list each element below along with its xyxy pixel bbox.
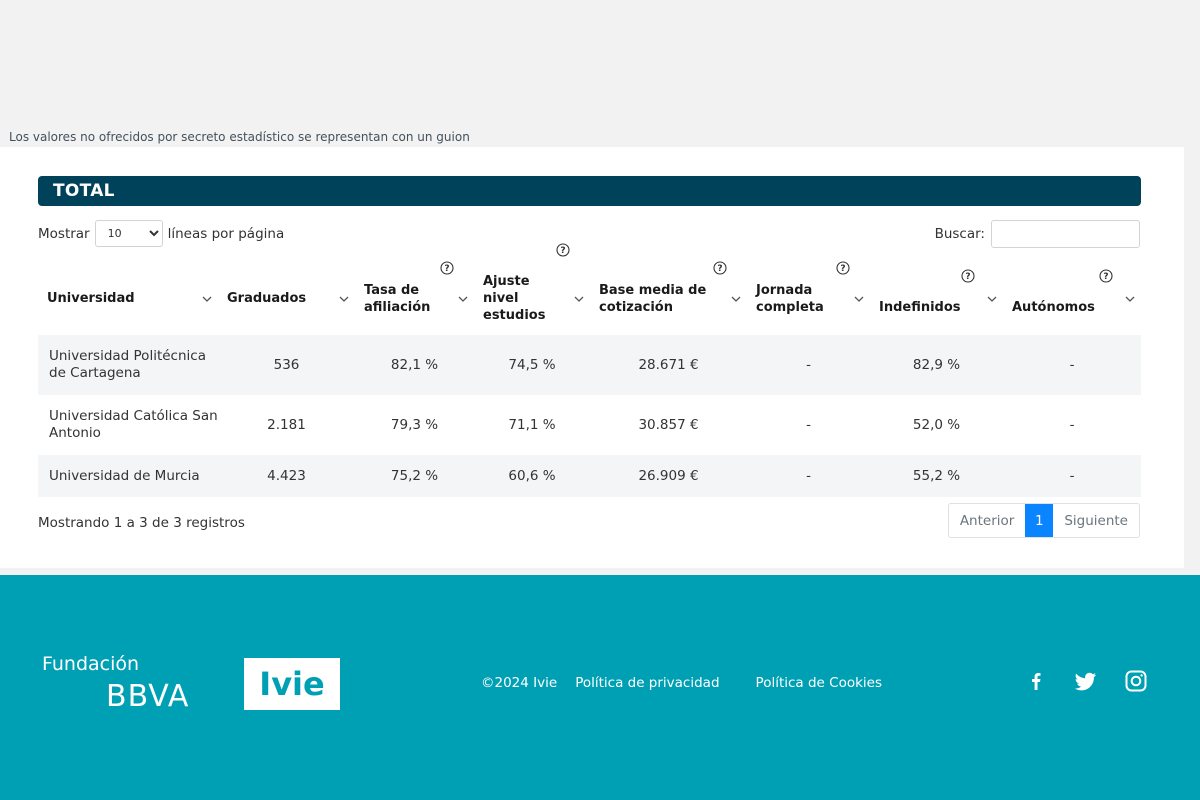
cell-jornada-completa: -	[806, 417, 811, 433]
cell-universidad: Universidad Católica San Antonio	[49, 408, 218, 441]
chevron-down-icon	[574, 296, 584, 302]
header-label: Autónomos	[1012, 300, 1095, 315]
help-icon[interactable]: ?	[1099, 269, 1113, 283]
chevron-down-icon	[1125, 296, 1135, 302]
help-icon[interactable]: ?	[556, 243, 570, 257]
help-icon[interactable]: ?	[713, 260, 727, 275]
section-title: TOTAL	[38, 176, 1141, 206]
cell-jornada-completa: -	[806, 468, 811, 484]
instagram-icon[interactable]	[1124, 669, 1148, 693]
results-card: TOTAL Mostrar 10 líneas por página Busca…	[0, 147, 1184, 568]
header-label: Graduados	[227, 291, 307, 306]
search-input[interactable]	[991, 220, 1140, 248]
cell-indefinidos: 52,0 %	[912, 417, 961, 433]
header-jornada-completa[interactable]: ? Jornada completa	[747, 260, 870, 335]
help-icon[interactable]: ?	[836, 260, 850, 275]
cell-graduados: 2.181	[267, 417, 306, 433]
table-row: Universidad Politécnica de Cartagena 536…	[38, 335, 1141, 395]
svg-text:?: ?	[1103, 272, 1108, 282]
cell-tasa-afiliacion: 79,3 %	[390, 417, 439, 433]
copyright-link[interactable]: ©2024 Ivie	[481, 675, 558, 691]
cell-base-media: 30.857 €	[638, 417, 699, 433]
length-suffix-label: líneas por página	[167, 225, 285, 242]
svg-text:?: ?	[717, 264, 722, 274]
cell-graduados: 536	[273, 357, 300, 373]
header-universidad[interactable]: Universidad	[38, 262, 218, 335]
length-prefix-label: Mostrar	[38, 225, 90, 242]
cookies-policy-link[interactable]: Política de Cookies	[755, 675, 883, 691]
cell-ajuste-nivel: 60,6 %	[508, 468, 556, 484]
cell-indefinidos: 55,2 %	[912, 468, 961, 484]
chevron-down-icon	[987, 296, 997, 302]
cell-base-media: 26.909 €	[638, 468, 699, 484]
twitter-icon[interactable]	[1074, 669, 1098, 693]
cell-universidad: Universidad Politécnica de Cartagena	[49, 348, 206, 381]
cell-tasa-afiliacion: 82,1 %	[390, 357, 439, 373]
header-graduados[interactable]: Graduados	[218, 262, 355, 335]
header-label: Base media de cotización	[599, 282, 707, 315]
table-header-row: Universidad Graduados ? Tasa de afiliaci…	[38, 243, 1141, 335]
site-footer: Fundación BBVA Ivie ©2024 Ivie Política …	[0, 575, 1200, 800]
cell-autonomos: -	[1069, 468, 1075, 484]
search-control: Buscar:	[935, 220, 1140, 248]
header-label: Tasa de afiliación	[364, 282, 431, 315]
footer-links: ©2024 Ivie Política de privacidad Políti…	[481, 675, 900, 691]
pagination: Anterior 1 Siguiente	[947, 503, 1140, 538]
svg-text:?: ?	[560, 246, 565, 256]
statistical-secrecy-note: Los valores no ofrecidos por secreto est…	[9, 130, 470, 144]
header-label: Indefinidos	[879, 300, 961, 315]
page-1-button[interactable]: 1	[1025, 504, 1054, 537]
page-length-control: Mostrar 10 líneas por página	[38, 220, 284, 247]
help-icon[interactable]: ?	[961, 269, 975, 283]
table-row: Universidad Católica San Antonio 2.181 7…	[38, 395, 1141, 455]
cell-autonomos: -	[1069, 417, 1075, 433]
table-info: Mostrando 1 a 3 de 3 registros	[38, 515, 245, 531]
cell-ajuste-nivel: 74,5 %	[508, 357, 556, 373]
page-length-select[interactable]: 10	[94, 220, 163, 247]
header-indefinidos[interactable]: ? Indefinidos	[870, 262, 1003, 335]
cell-graduados: 4.423	[267, 468, 306, 484]
cell-indefinidos: 82,9 %	[912, 357, 961, 373]
privacy-policy-link[interactable]: Política de privacidad	[575, 675, 720, 691]
chevron-down-icon	[731, 296, 741, 302]
chevron-down-icon	[854, 296, 864, 302]
cell-jornada-completa: -	[806, 357, 811, 373]
cell-universidad: Universidad de Murcia	[49, 467, 200, 484]
chevron-down-icon	[202, 296, 212, 302]
header-autonomos[interactable]: ? Autónomos	[1003, 262, 1141, 335]
svg-text:?: ?	[840, 264, 845, 274]
ivie-logo[interactable]: Ivie	[244, 658, 340, 710]
chevron-down-icon	[458, 296, 468, 302]
help-icon[interactable]: ?	[440, 260, 454, 275]
header-base-media-cotizacion[interactable]: ? Base media de cotización	[590, 260, 747, 335]
cell-autonomos: -	[1069, 357, 1075, 373]
svg-text:?: ?	[965, 272, 970, 282]
bbva-logo-text[interactable]: BBVA	[106, 679, 190, 714]
results-table: Universidad Graduados ? Tasa de afiliaci…	[38, 243, 1141, 497]
facebook-icon[interactable]	[1024, 669, 1048, 693]
search-label: Buscar:	[934, 226, 985, 242]
chevron-down-icon	[339, 296, 349, 302]
fundacion-bbva-logo-text[interactable]: Fundación	[42, 653, 140, 675]
cell-ajuste-nivel: 71,1 %	[508, 417, 556, 433]
cell-tasa-afiliacion: 75,2 %	[390, 468, 439, 484]
header-label: Jornada completa	[756, 282, 824, 315]
next-page-button[interactable]: Siguiente	[1064, 512, 1128, 529]
cell-base-media: 28.671 €	[638, 357, 699, 373]
header-label: Universidad	[47, 291, 135, 306]
header-ajuste-nivel-estudios[interactable]: ? Ajuste nivel estudios	[474, 243, 590, 335]
header-label: Ajuste nivel estudios	[483, 274, 546, 323]
previous-page-button[interactable]: Anterior	[959, 512, 1015, 529]
table-row: Universidad de Murcia 4.423 75,2 % 60,6 …	[38, 455, 1141, 497]
svg-text:?: ?	[444, 264, 449, 274]
social-links	[1024, 669, 1174, 693]
header-tasa-afiliacion[interactable]: ? Tasa de afiliación	[355, 260, 474, 335]
